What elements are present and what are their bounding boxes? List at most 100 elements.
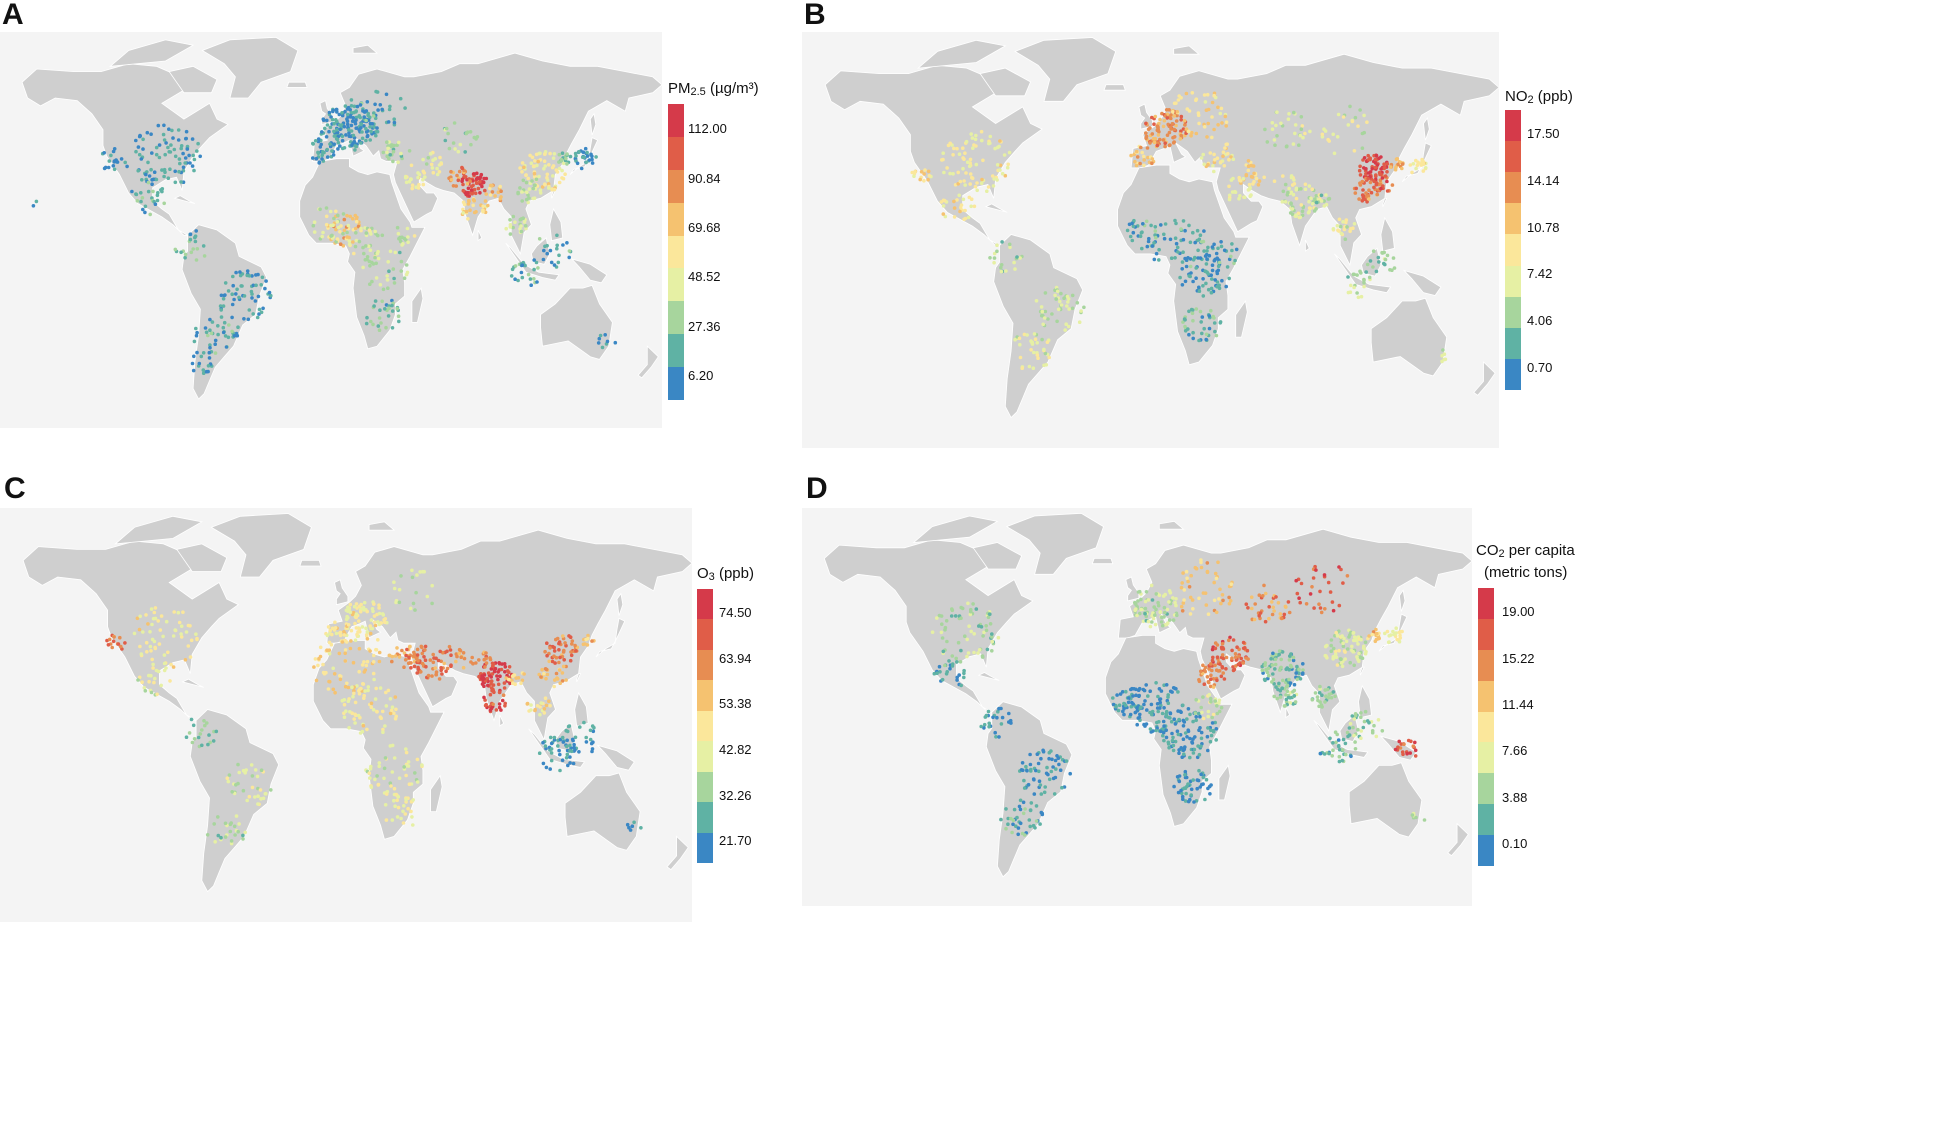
site-dot <box>1196 248 1200 253</box>
site-dot <box>1304 602 1309 606</box>
site-dot <box>1171 596 1175 600</box>
site-dot <box>569 650 573 654</box>
site-dot <box>1125 228 1130 233</box>
site-dot <box>1310 697 1315 702</box>
site-dot <box>347 131 351 135</box>
site-dot <box>1028 752 1032 757</box>
site-dot <box>179 632 183 636</box>
site-dot <box>1285 689 1290 693</box>
site-dot <box>1045 765 1049 770</box>
site-dot <box>201 244 206 248</box>
site-dot <box>1209 286 1214 291</box>
site-dot <box>152 639 157 644</box>
site-dot <box>1323 607 1327 611</box>
legend-color-step <box>1478 804 1494 835</box>
site-dot <box>1207 667 1211 671</box>
site-dot <box>334 227 338 232</box>
site-dot <box>466 190 470 195</box>
site-dot <box>327 129 331 134</box>
site-dot <box>979 181 984 185</box>
site-dot <box>1177 774 1182 778</box>
site-dot <box>547 659 551 664</box>
site-dot <box>1188 797 1192 802</box>
site-dot <box>1201 284 1205 288</box>
site-dot <box>1269 657 1273 661</box>
site-dot <box>1215 271 1220 276</box>
site-dot <box>518 217 523 222</box>
site-dot <box>561 176 566 181</box>
site-dot <box>940 158 944 162</box>
site-dot <box>437 677 442 681</box>
site-dot <box>1047 355 1051 360</box>
site-dot <box>1265 140 1270 144</box>
site-dot <box>1039 810 1044 815</box>
landmass-iceland <box>299 560 322 567</box>
site-dot <box>488 692 493 697</box>
site-dot <box>1335 223 1340 228</box>
site-dot <box>137 152 142 157</box>
site-dot <box>1181 571 1185 575</box>
site-dot <box>1295 664 1299 669</box>
site-dot <box>342 633 347 637</box>
site-dot <box>1192 800 1196 804</box>
site-dot <box>1406 738 1411 743</box>
legend-color-step <box>1478 711 1494 743</box>
site-dot <box>568 749 572 753</box>
site-dot <box>334 209 338 214</box>
site-dot <box>490 672 495 676</box>
site-dot <box>1441 348 1445 352</box>
site-dot <box>1171 110 1175 114</box>
site-dot <box>1213 720 1217 725</box>
site-dot <box>565 752 570 757</box>
site-dot <box>478 191 482 195</box>
site-dot <box>1223 114 1228 119</box>
site-dot <box>1276 687 1280 692</box>
site-dot <box>1236 662 1241 667</box>
site-dot <box>1224 124 1228 128</box>
site-dot <box>1270 612 1275 617</box>
site-dot <box>360 130 364 134</box>
site-dot <box>1025 768 1029 773</box>
site-dot <box>346 105 351 110</box>
site-dot <box>1372 185 1376 190</box>
panel-a-map <box>0 32 662 428</box>
site-dot <box>482 176 486 181</box>
site-dot <box>254 273 258 277</box>
site-dot <box>1361 195 1366 200</box>
site-dot <box>496 682 501 687</box>
site-dot <box>968 157 973 162</box>
site-dot <box>1357 168 1362 173</box>
site-dot <box>577 150 581 154</box>
site-dot <box>1150 712 1154 717</box>
site-dot <box>1237 178 1242 183</box>
site-dot <box>1359 729 1363 733</box>
site-dot <box>963 151 967 155</box>
site-dot <box>574 154 578 158</box>
site-dot <box>965 160 970 164</box>
site-dot <box>437 170 442 174</box>
site-dot <box>1380 251 1385 255</box>
site-dot <box>520 263 525 267</box>
site-dot <box>943 663 947 668</box>
site-dot <box>1332 151 1337 156</box>
site-dot <box>535 280 539 284</box>
site-dot <box>1263 127 1267 132</box>
site-dot <box>320 153 325 158</box>
site-dot <box>511 214 516 219</box>
site-dot <box>393 695 398 699</box>
site-dot <box>1210 100 1215 105</box>
site-dot <box>374 89 378 94</box>
site-dot <box>998 139 1002 143</box>
site-dot <box>1059 291 1063 296</box>
site-dot <box>1197 338 1201 343</box>
site-dot <box>169 143 173 147</box>
site-dot <box>1367 157 1371 162</box>
site-dot <box>195 247 200 251</box>
site-dot <box>1411 744 1416 748</box>
site-dot <box>330 149 334 153</box>
site-dot <box>1348 660 1352 665</box>
site-dot <box>216 833 221 838</box>
site-dot <box>1152 241 1156 245</box>
site-dot <box>379 621 384 625</box>
site-dot <box>417 182 421 187</box>
